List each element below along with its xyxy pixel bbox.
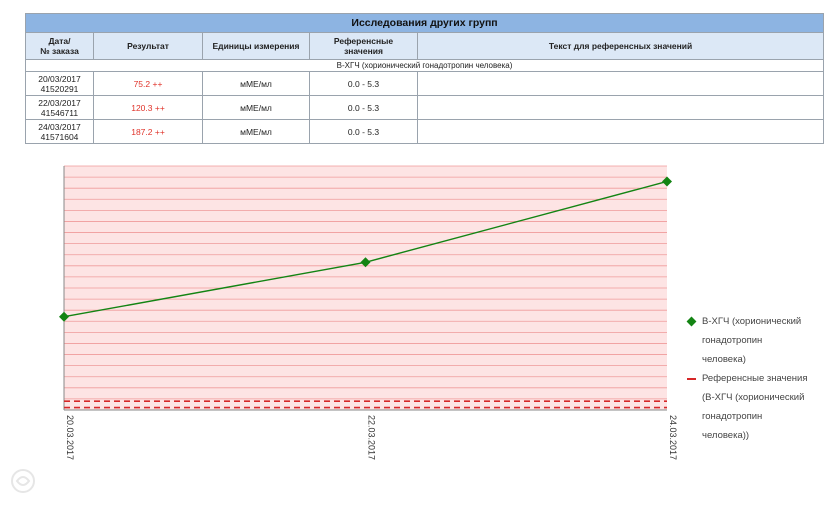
results-table-container: Исследования других групп Дата/ № заказа… xyxy=(24,13,825,144)
order-number: 41571604 xyxy=(40,131,79,142)
data-point-marker[interactable] xyxy=(59,311,69,322)
group-row: B-ХГЧ (хорионический гонадотропин челове… xyxy=(24,59,825,72)
group-label: B-ХГЧ (хорионический гонадотропин челове… xyxy=(24,59,825,72)
reference-value: 0.0 - 5.3 xyxy=(309,119,418,144)
reference-text-value xyxy=(416,71,825,96)
data-point-marker[interactable] xyxy=(662,176,672,187)
order-number: 41520291 xyxy=(40,83,79,94)
date-value: 22/03/2017 xyxy=(38,97,81,108)
result-value: 75.2 ++ xyxy=(93,71,203,96)
header-reference-line2: значения xyxy=(344,46,383,56)
reference-text-value xyxy=(416,119,825,144)
result-value: 120.3 ++ xyxy=(93,95,203,120)
header-date-order[interactable]: Дата/ № заказа xyxy=(25,32,94,60)
header-date-label: Дата/ xyxy=(48,36,71,46)
table-row[interactable]: 22/03/2017 41546711 120.3 ++ мМЕ/мл 0.0 … xyxy=(25,95,825,120)
header-reference-line1: Референсные xyxy=(333,36,394,46)
x-tick-label: 20.03.2017 xyxy=(65,415,75,460)
table-title: Исследования других групп xyxy=(24,13,825,33)
header-reference-text[interactable]: Текст для референсных значений xyxy=(416,32,825,60)
table-title-row: Исследования других групп xyxy=(24,13,825,33)
units-value: мМЕ/мл xyxy=(202,119,310,144)
legend-label-ref-line4: человека)) xyxy=(702,430,750,441)
legend-label-ref-line1: Референсные значения xyxy=(702,373,808,384)
dash-marker-icon xyxy=(687,378,696,380)
date-order-cell: 22/03/2017 41546711 xyxy=(25,95,94,120)
x-tick-label: 22.03.2017 xyxy=(367,415,377,460)
legend-item-hcg[interactable]: B-ХГЧ (хорионический гонадотропин челове… xyxy=(684,312,834,369)
chart-legend: B-ХГЧ (хорионический гонадотропин челове… xyxy=(684,312,834,445)
order-number: 41546711 xyxy=(40,107,79,118)
legend-item-reference[interactable]: Референсные значения (B-ХГЧ (хорионическ… xyxy=(684,369,834,445)
units-value: мМЕ/мл xyxy=(202,71,310,96)
legend-label-ref-line3: гонадотропин xyxy=(702,411,763,422)
date-order-cell: 20/03/2017 41520291 xyxy=(25,71,94,96)
reference-text-value xyxy=(416,95,825,120)
table-row[interactable]: 24/03/2017 41571604 187.2 ++ мМЕ/мл 0.0 … xyxy=(25,119,825,144)
reference-value: 0.0 - 5.3 xyxy=(309,71,418,96)
result-value: 187.2 ++ xyxy=(93,119,203,144)
results-table: Исследования других групп Дата/ № заказа… xyxy=(24,13,825,144)
date-value: 20/03/2017 xyxy=(38,73,81,84)
reference-value: 0.0 - 5.3 xyxy=(309,95,418,120)
units-value: мМЕ/мл xyxy=(202,95,310,120)
diamond-marker-icon xyxy=(686,316,697,327)
header-reference[interactable]: Референсные значения xyxy=(309,32,418,60)
date-order-cell: 24/03/2017 41571604 xyxy=(25,119,94,144)
header-result[interactable]: Результат xyxy=(93,32,203,60)
header-order-label: № заказа xyxy=(40,46,79,56)
watermark-logo-icon xyxy=(11,469,35,493)
legend-label-ref-line2: (B-ХГЧ (хорионический xyxy=(702,392,805,403)
table-header-row: Дата/ № заказа Результат Единицы измерен… xyxy=(25,32,825,60)
date-value: 24/03/2017 xyxy=(38,121,81,132)
data-point-marker[interactable] xyxy=(360,257,371,268)
x-tick-label: 24.03.2017 xyxy=(668,415,678,460)
table-row[interactable]: 20/03/2017 41520291 75.2 ++ мМЕ/мл 0.0 -… xyxy=(25,71,825,96)
legend-label-hcg-line2: гонадотропин xyxy=(702,335,763,346)
header-units[interactable]: Единицы измерения xyxy=(202,32,310,60)
legend-label-hcg-line3: человека) xyxy=(702,354,746,365)
legend-label-hcg-line1: B-ХГЧ (хорионический xyxy=(702,316,802,327)
